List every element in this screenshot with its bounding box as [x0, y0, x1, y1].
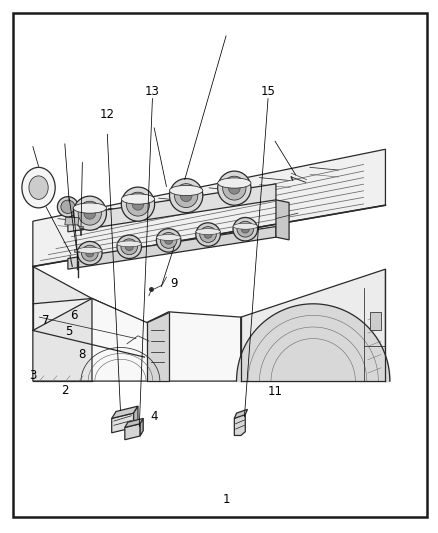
Ellipse shape [73, 203, 106, 213]
Text: 8: 8 [79, 348, 86, 361]
Text: 3: 3 [29, 369, 36, 382]
Ellipse shape [160, 232, 177, 248]
Polygon shape [68, 227, 276, 269]
Ellipse shape [73, 196, 106, 230]
Ellipse shape [81, 245, 98, 261]
Polygon shape [125, 418, 143, 427]
Text: 9: 9 [170, 277, 178, 290]
Ellipse shape [223, 176, 246, 200]
Polygon shape [68, 184, 276, 232]
Ellipse shape [218, 171, 251, 205]
Ellipse shape [241, 225, 249, 233]
Polygon shape [134, 406, 138, 427]
Text: 1: 1 [223, 494, 231, 506]
Ellipse shape [126, 192, 150, 216]
Ellipse shape [125, 243, 133, 251]
Ellipse shape [78, 247, 102, 253]
Ellipse shape [170, 185, 203, 196]
Bar [79, 226, 83, 228]
Polygon shape [65, 217, 79, 225]
Ellipse shape [237, 221, 254, 237]
Text: 5: 5 [66, 325, 73, 338]
Polygon shape [33, 298, 145, 381]
Ellipse shape [180, 190, 192, 201]
Ellipse shape [204, 231, 212, 238]
Ellipse shape [121, 194, 155, 204]
Ellipse shape [165, 237, 173, 244]
Polygon shape [241, 269, 385, 381]
Text: 7: 7 [42, 314, 50, 327]
Polygon shape [147, 312, 169, 381]
Text: 15: 15 [261, 85, 276, 98]
Ellipse shape [229, 182, 240, 194]
Ellipse shape [78, 241, 102, 265]
Ellipse shape [233, 217, 258, 241]
Text: 2: 2 [61, 384, 69, 397]
Polygon shape [33, 298, 145, 354]
Bar [74, 249, 79, 252]
Ellipse shape [117, 241, 141, 247]
Circle shape [22, 167, 55, 208]
Ellipse shape [196, 229, 220, 235]
Ellipse shape [61, 200, 75, 214]
Ellipse shape [57, 197, 78, 217]
Polygon shape [112, 406, 138, 418]
Text: 4: 4 [150, 410, 158, 423]
Ellipse shape [132, 198, 144, 210]
Polygon shape [140, 418, 143, 436]
Ellipse shape [170, 179, 203, 213]
Polygon shape [125, 424, 140, 440]
Text: 12: 12 [100, 108, 115, 121]
Polygon shape [33, 149, 385, 266]
Ellipse shape [233, 223, 258, 229]
Ellipse shape [218, 178, 251, 188]
Ellipse shape [86, 249, 94, 257]
Ellipse shape [200, 227, 216, 243]
Polygon shape [112, 413, 134, 433]
Polygon shape [33, 266, 92, 336]
Polygon shape [234, 415, 245, 435]
Text: 13: 13 [145, 85, 160, 98]
Polygon shape [234, 409, 247, 418]
Ellipse shape [117, 235, 141, 259]
Ellipse shape [121, 239, 138, 255]
Bar [370, 312, 381, 330]
Ellipse shape [84, 207, 95, 219]
Polygon shape [276, 200, 289, 240]
Text: 11: 11 [268, 385, 283, 398]
Ellipse shape [156, 235, 181, 240]
Ellipse shape [121, 187, 155, 221]
Ellipse shape [156, 229, 181, 252]
Polygon shape [92, 298, 241, 381]
Text: 6: 6 [70, 309, 78, 322]
Ellipse shape [196, 223, 220, 246]
Ellipse shape [174, 184, 198, 207]
Ellipse shape [78, 201, 102, 225]
Circle shape [29, 176, 48, 199]
